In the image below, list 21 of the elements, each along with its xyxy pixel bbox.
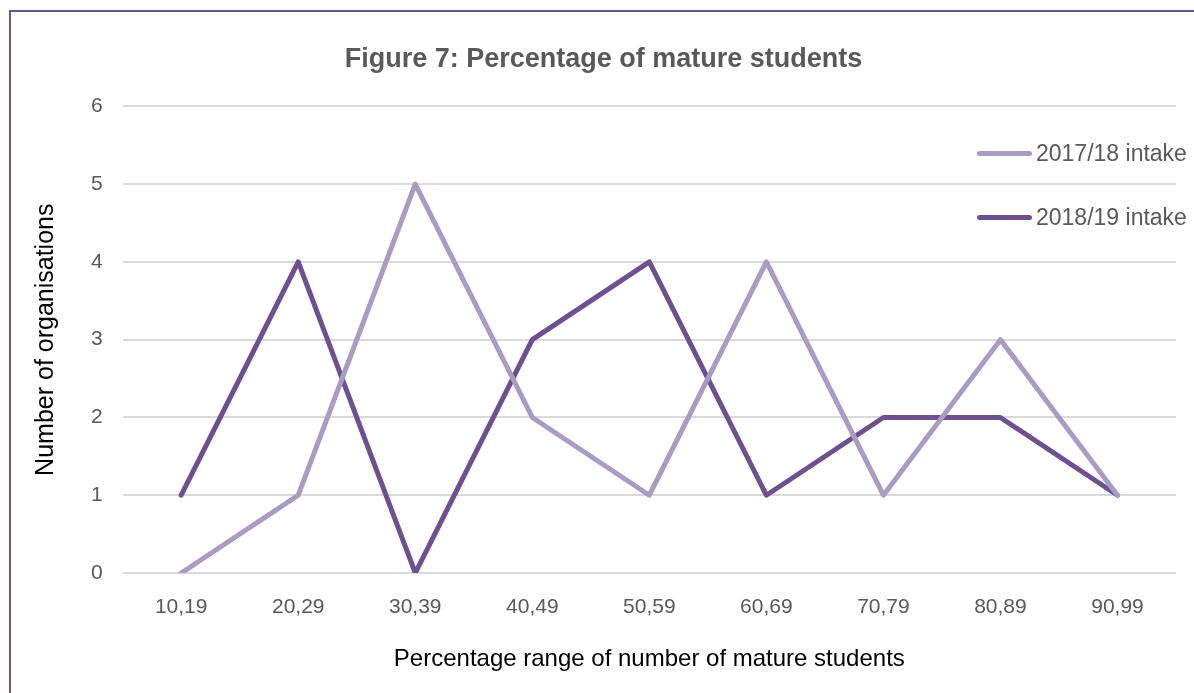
y-axis-title: Number of organisations	[29, 203, 58, 476]
x-tick-label: 60,69	[740, 594, 793, 618]
x-axis-title: Percentage range of number of mature students	[393, 644, 905, 672]
y-tick-label: 6	[90, 93, 103, 117]
x-tick-label: 10,19	[154, 594, 208, 618]
y-tick-label: 4	[90, 248, 103, 272]
legend-label: 2018/19 intake	[1036, 203, 1187, 231]
legend-label: 2017/18 intake	[1036, 139, 1187, 167]
x-tick-label: 30,39	[388, 594, 442, 618]
y-tick-label: 5	[90, 170, 103, 194]
y-tick-label: 2	[90, 404, 103, 428]
x-tick-label: 80,89	[974, 594, 1027, 618]
y-tick-label: 3	[90, 326, 103, 350]
chart-title: Figure 7: Percentage of mature students	[344, 42, 863, 73]
x-tick-label: 40,49	[506, 594, 559, 618]
x-tick-label: 50,59	[623, 594, 676, 618]
y-tick-label: 0	[90, 559, 103, 583]
x-tick-label: 90,99	[1091, 594, 1144, 618]
x-tick-label: 70,79	[857, 594, 910, 618]
y-tick-label: 1	[90, 482, 103, 506]
x-tick-label: 20,29	[271, 594, 325, 618]
